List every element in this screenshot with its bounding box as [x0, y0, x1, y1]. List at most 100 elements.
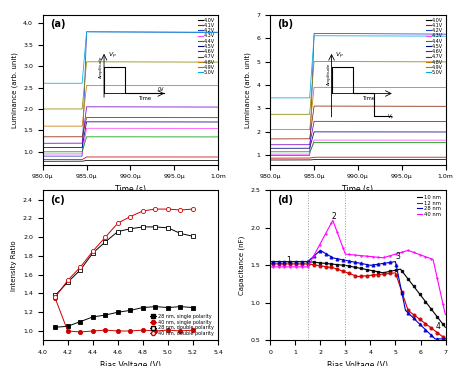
40 nm, double polarity: [52, 295, 58, 299]
40 nm, single polarity: [65, 329, 71, 333]
4.5V: [311, 130, 317, 134]
Line: 4.9V: 4.9V: [43, 62, 218, 109]
28 nm, double polarity: [65, 280, 71, 284]
4.7V: [439, 104, 445, 108]
Line: 5.0V: 5.0V: [43, 32, 218, 83]
28 nm: [379, 261, 385, 266]
5.0V: [115, 30, 120, 34]
Line: 40 nm, single polarity: 40 nm, single polarity: [53, 296, 195, 334]
4.6V: [287, 143, 293, 147]
4.1V: [70, 157, 76, 162]
28 nm: [268, 259, 273, 264]
40 nm, single polarity: [190, 328, 196, 332]
4.1V: [439, 155, 445, 160]
28 nm, double polarity: [77, 268, 83, 272]
4.8V: [439, 85, 445, 90]
4.2V: [212, 30, 218, 35]
10 nm: [379, 270, 385, 275]
Line: 28 nm: 28 nm: [271, 250, 445, 339]
4.0V: [342, 157, 348, 162]
4.7V: [215, 116, 221, 120]
4.4V: [311, 140, 317, 145]
4.3V: [342, 138, 348, 142]
X-axis label: Bias Voltage (V): Bias Voltage (V): [100, 361, 161, 366]
4.6V: [193, 105, 199, 109]
Line: 40 nm: 40 nm: [271, 220, 445, 314]
4.6V: [443, 119, 448, 124]
40 nm, single polarity: [52, 296, 58, 300]
4.5V: [287, 146, 293, 150]
Y-axis label: Luminance (arb. unit): Luminance (arb. unit): [11, 52, 18, 128]
Legend: 10 nm, 12 nm, 28 nm, 40 nm: 10 nm, 12 nm, 28 nm, 40 nm: [415, 193, 443, 219]
4.8V: [267, 127, 273, 132]
4.0V: [212, 158, 218, 163]
4.7V: [212, 115, 218, 120]
4.8V: [420, 85, 426, 90]
4.5V: [84, 120, 90, 124]
12 nm: [268, 262, 273, 266]
4.7V: [311, 104, 317, 108]
28 nm, single polarity: [140, 305, 146, 310]
4.7V: [84, 115, 90, 120]
Line: 4.6V: 4.6V: [43, 107, 218, 143]
4.1V: [40, 157, 46, 162]
Line: 4.9V: 4.9V: [270, 61, 446, 114]
Line: 28 nm, single polarity: 28 nm, single polarity: [53, 305, 195, 329]
40 nm, double polarity: [153, 207, 158, 211]
Legend: 4.0V, 4.1V, 4.2V, 4.3V, 4.4V, 4.5V, 4.6V, 4.7V, 4.8V, 4.9V, 5.0V: 4.0V, 4.1V, 4.2V, 4.3V, 4.4V, 4.5V, 4.6V…: [425, 17, 443, 75]
4.0V: [115, 158, 120, 163]
4.0V: [215, 158, 221, 163]
40 nm, double polarity: [178, 208, 183, 212]
5.0V: [107, 30, 113, 34]
4.6V: [298, 143, 303, 147]
5.0V: [40, 81, 46, 85]
4.9V: [287, 112, 293, 116]
12 nm: [400, 294, 406, 298]
40 nm: [379, 255, 385, 260]
4.5V: [212, 120, 218, 124]
4.4V: [40, 150, 46, 154]
4.3V: [115, 126, 120, 131]
40 nm, single polarity: [90, 329, 96, 333]
Text: (c): (c): [50, 195, 64, 205]
4.0V: [60, 159, 65, 164]
28 nm, double polarity: [190, 234, 196, 239]
4.2V: [70, 154, 76, 158]
4.7V: [70, 135, 76, 139]
4.1V: [107, 155, 113, 159]
4.6V: [342, 119, 348, 124]
4.9V: [443, 60, 448, 64]
4.8V: [335, 85, 340, 90]
40 nm, single polarity: [165, 328, 171, 332]
4.1V: [193, 155, 199, 159]
Line: 10 nm: 10 nm: [271, 262, 445, 327]
28 nm, single polarity: [102, 313, 108, 317]
5.0V: [298, 96, 303, 100]
4.1V: [287, 156, 293, 160]
4.2V: [40, 154, 46, 158]
4.0V: [193, 158, 199, 163]
28 nm, single polarity: [77, 320, 83, 324]
4.5V: [443, 130, 448, 134]
4.9V: [40, 107, 46, 111]
28 nm, double polarity: [115, 229, 121, 234]
4.0V: [420, 157, 426, 162]
4.9V: [60, 107, 65, 111]
40 nm, single polarity: [140, 328, 146, 332]
4.2V: [107, 30, 113, 34]
4.3V: [298, 152, 303, 156]
4.1V: [60, 157, 65, 162]
4.8V: [215, 83, 221, 88]
4.1V: [215, 155, 221, 159]
4.3V: [193, 126, 199, 131]
Line: 5.0V: 5.0V: [270, 36, 446, 98]
Text: (b): (b): [277, 19, 293, 29]
4.6V: [115, 105, 120, 109]
Y-axis label: Capacitance (nF): Capacitance (nF): [238, 236, 245, 295]
40 nm, double polarity: [190, 207, 196, 211]
40 nm, double polarity: [165, 207, 171, 211]
4.9V: [107, 60, 113, 64]
40 nm, single polarity: [115, 329, 121, 333]
4.8V: [287, 127, 293, 132]
4.4V: [70, 150, 76, 154]
